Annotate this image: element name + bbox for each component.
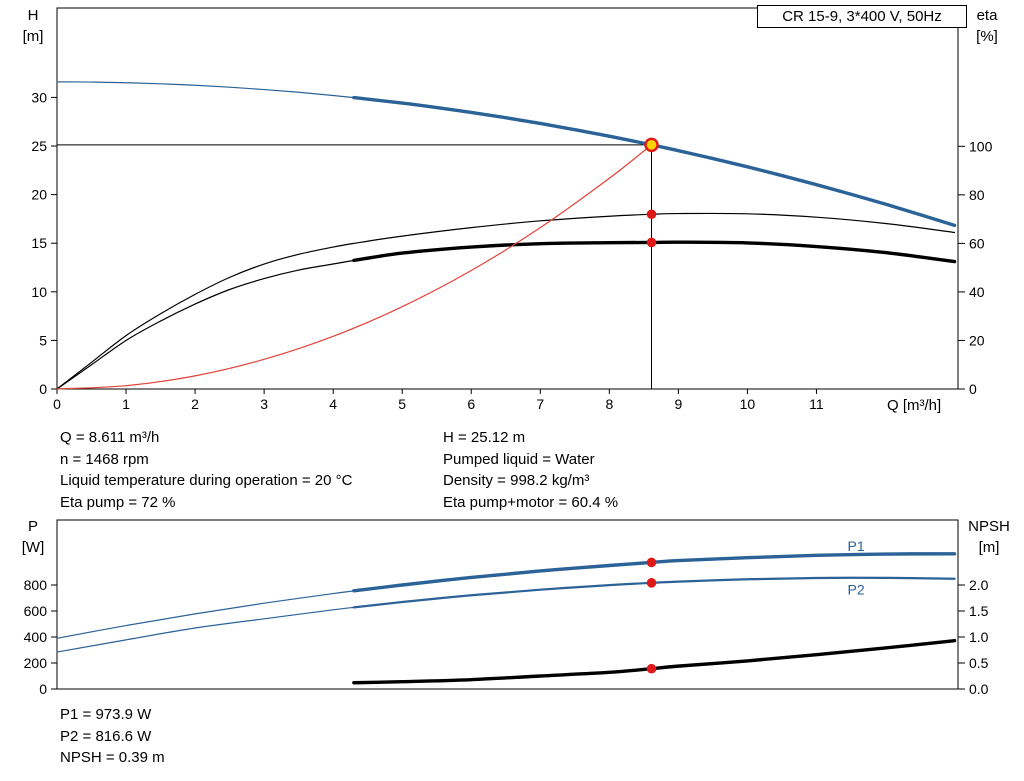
y-right-tick-label: 2.0	[969, 577, 989, 593]
info-line-liquid-temperature: Liquid temperature during operation = 20…	[60, 472, 353, 489]
h-axis-label: H [m]	[14, 5, 52, 47]
eta-axis-label: eta [%]	[966, 5, 1008, 47]
y-right-tick-label: 1.5	[969, 603, 989, 619]
h-axis-symbol: H	[27, 7, 39, 24]
eta-axis-symbol: eta	[976, 7, 998, 24]
x-tick-label: 6	[467, 396, 475, 412]
x-tick-label: 0	[53, 396, 61, 412]
hq-eta-chart-plot-border	[56, 7, 959, 390]
y-right-tick-label: 20	[969, 332, 985, 348]
p1-curve-thin-segment	[56, 590, 355, 639]
info-line-p1: P1 = 973.9 W	[60, 706, 152, 723]
info-line-head: H = 25.12 m	[443, 429, 526, 446]
info-line-flow: Q = 8.611 m³/h	[60, 429, 160, 446]
y-left-tick-label: 600	[24, 603, 48, 619]
npsh-axis-unit: [m]	[978, 539, 1000, 556]
y-left-tick-label: 0	[39, 381, 47, 397]
system-curve	[56, 144, 653, 390]
y-left-tick-label: 400	[24, 629, 48, 645]
info-line-speed: n = 1468 rpm	[60, 450, 149, 468]
hq-eta-chart: 0 1 2 3 4 5 6 7 8 9 10 11 0 5 10 15 20 25 30 0 20 40 60 80 100	[31, 7, 993, 412]
y-left-tick-label: 200	[24, 655, 48, 671]
power-npsh-chart: 0 200 400 600 800 0.0 0.5 1.0 1.5 2.0 P1 P2	[24, 519, 989, 697]
x-tick-label: 9	[674, 396, 682, 412]
p1-duty-dot	[646, 557, 657, 568]
info-line-pumped-liquid: Pumped liquid = Water	[443, 450, 595, 468]
y-left-tick-label: 5	[39, 332, 47, 348]
eta-axis-unit: [%]	[976, 28, 998, 45]
y-left-tick-label: 800	[24, 577, 48, 593]
y-left-tick-label: 15	[31, 235, 47, 251]
y-left-tick-label: 30	[31, 89, 47, 105]
info-line-density: Density = 998.2 kg/m³	[443, 472, 590, 489]
info-line-eta-pump-motor: Eta pump+motor = 60.4 %	[443, 493, 619, 511]
npsh-axis-symbol: NPSH	[968, 518, 1010, 535]
x-tick-label: 10	[740, 396, 756, 412]
eta-pump-motor-curve-thin-segment	[56, 259, 355, 390]
eta-pump-curve	[56, 212, 956, 390]
head-curve-thick-segment	[352, 95, 957, 228]
p2-curve-thin-segment	[56, 606, 355, 653]
duty-info-left-column: Q = 8.611 m³/h n = 1468 rpm Liquid tempe…	[60, 427, 352, 513]
power-info-block: P1 = 973.9 W P2 = 816.6 W NPSH = 0.39 m	[60, 704, 165, 769]
duty-info-right-column: H = 25.12 m Pumped liquid = Water Densit…	[443, 427, 618, 513]
y-left-tick-label: 25	[31, 138, 47, 154]
eta-pump-motor-duty-dot	[646, 237, 657, 248]
h-axis-unit: [m]	[22, 28, 44, 45]
y-right-tick-label: 1.0	[969, 629, 989, 645]
series-label-p1: P1	[848, 538, 865, 554]
info-line-npsh: NPSH = 0.39 m	[60, 749, 165, 766]
info-line-eta-pump: Eta pump = 72 %	[60, 493, 176, 511]
x-tick-label: 8	[605, 396, 613, 412]
x-tick-label: 4	[329, 396, 337, 412]
head-curve-thin-segment	[56, 81, 355, 99]
power-npsh-chart-plot-border	[56, 519, 959, 690]
y-right-tick-label: 60	[969, 235, 985, 251]
x-tick-label: 7	[536, 396, 544, 412]
x-tick-label: 5	[398, 396, 406, 412]
x-tick-label: 11	[809, 396, 824, 412]
q-axis-label: Q [m³/h]	[887, 397, 942, 414]
duty-point-marker[interactable]	[644, 137, 659, 153]
npsh-curve	[352, 638, 957, 685]
y-right-tick-label: 0	[969, 381, 977, 397]
y-right-tick-label: 0.0	[969, 681, 989, 697]
y-right-tick-label: 40	[969, 284, 985, 300]
x-tick-label: 1	[122, 396, 130, 412]
y-left-tick-label: 20	[31, 187, 47, 203]
info-line-p2: P2 = 816.6 W	[60, 727, 152, 745]
y-left-tick-label: 10	[31, 284, 47, 300]
x-tick-label: 2	[191, 396, 199, 412]
series-label-p2: P2	[848, 581, 865, 597]
p-axis-symbol: P	[27, 518, 38, 535]
x-tick-label: 3	[260, 396, 268, 412]
pump-model-title: CR 15-9, 3*400 V, 50Hz	[757, 5, 967, 28]
npsh-duty-dot	[646, 663, 657, 674]
p-axis-label: P [W]	[14, 516, 52, 558]
p-axis-unit: [W]	[21, 539, 45, 556]
y-right-tick-label: 0.5	[969, 655, 989, 671]
p2-duty-dot	[646, 578, 657, 588]
y-left-tick-label: 0	[39, 681, 47, 697]
y-right-tick-label: 100	[969, 138, 993, 154]
npsh-axis-label: NPSH [m]	[960, 516, 1018, 558]
y-right-tick-label: 80	[969, 187, 985, 203]
eta-pump-duty-dot	[646, 209, 657, 220]
